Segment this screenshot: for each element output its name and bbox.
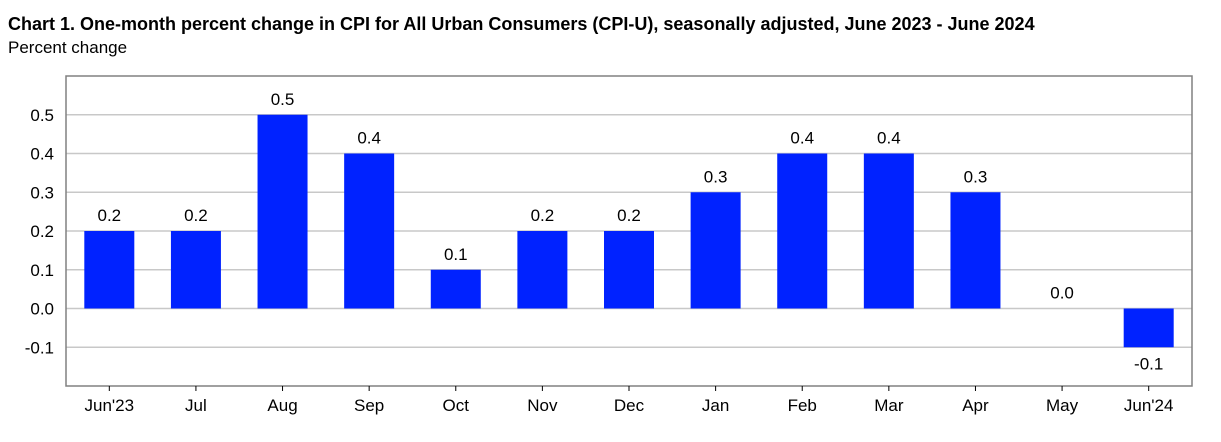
gridlines bbox=[66, 114, 1192, 348]
bar bbox=[344, 153, 395, 309]
y-axis-ticks: -0.1 0.0 0.1 0.2 0.3 0.4 0.5 bbox=[25, 106, 54, 358]
x-tick-label: Oct bbox=[443, 396, 470, 415]
data-label: 0.4 bbox=[357, 129, 381, 148]
bar bbox=[604, 231, 654, 309]
y-tick-label: 0.4 bbox=[30, 145, 54, 164]
data-label: 0.4 bbox=[877, 129, 901, 148]
y-tick-label: 0.5 bbox=[30, 106, 54, 125]
data-labels: 0.2 0.2 0.5 0.4 0.1 0.2 0.2 0.3 0.4 0.4 0.3 0.0 -0.1 bbox=[97, 90, 1163, 374]
data-label: 0.2 bbox=[617, 206, 641, 225]
x-tick-label: Sep bbox=[354, 396, 384, 415]
x-tick-label: Apr bbox=[962, 396, 989, 415]
bar bbox=[84, 231, 135, 309]
x-tick-label: Dec bbox=[614, 396, 645, 415]
x-tick-label: Feb bbox=[788, 396, 817, 415]
chart-title: Chart 1. One-month percent change in CPI… bbox=[8, 14, 1035, 34]
data-label: 0.1 bbox=[444, 245, 468, 264]
y-tick-label: 0.0 bbox=[30, 300, 54, 319]
data-label: -0.1 bbox=[1134, 354, 1163, 373]
data-label: 0.0 bbox=[1050, 284, 1074, 303]
x-tick-label: Jun'23 bbox=[85, 396, 135, 415]
x-tick-label: Jan bbox=[702, 396, 729, 415]
bar bbox=[863, 153, 914, 309]
bar bbox=[430, 269, 481, 309]
bar bbox=[517, 231, 568, 309]
bars bbox=[84, 114, 1174, 348]
y-tick-label: -0.1 bbox=[25, 338, 54, 357]
data-label: 0.3 bbox=[704, 167, 728, 186]
data-label: 0.3 bbox=[964, 167, 988, 186]
x-tick-label: Jul bbox=[185, 396, 207, 415]
y-tick-label: 0.3 bbox=[30, 183, 54, 202]
data-label: 0.4 bbox=[790, 129, 814, 148]
x-axis-ticks: Jun'23 Jul Aug Sep Oct Nov Dec Jan Feb Mar Apr May J… bbox=[85, 386, 1174, 415]
data-label: 0.2 bbox=[531, 206, 555, 225]
x-tick-label: Aug bbox=[267, 396, 297, 415]
x-tick-label: May bbox=[1046, 396, 1079, 415]
y-tick-label: 0.2 bbox=[30, 222, 54, 241]
y-tick-label: 0.1 bbox=[30, 261, 54, 280]
bar bbox=[690, 192, 741, 309]
x-tick-label: Mar bbox=[874, 396, 904, 415]
bar bbox=[170, 231, 221, 309]
x-tick-label: Jun'24 bbox=[1124, 396, 1174, 415]
chart-subtitle: Percent change bbox=[8, 38, 128, 57]
bar bbox=[950, 192, 1001, 309]
bar bbox=[777, 153, 828, 309]
x-tick-label: Nov bbox=[527, 396, 558, 415]
data-label: 0.2 bbox=[97, 206, 121, 225]
data-label: 0.2 bbox=[184, 206, 208, 225]
data-label: 0.5 bbox=[271, 90, 295, 109]
bar bbox=[257, 114, 308, 309]
bar bbox=[1123, 308, 1174, 348]
